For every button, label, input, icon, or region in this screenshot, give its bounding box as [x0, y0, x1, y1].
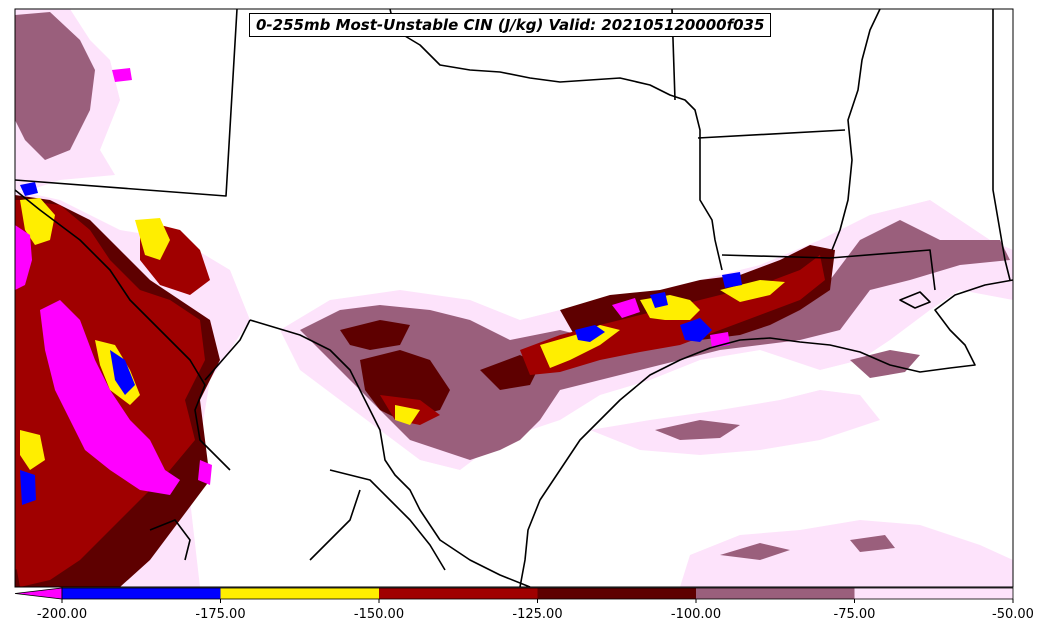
colorbar-tick-label-3: -125.00	[512, 607, 563, 622]
colorbar-under-triangle	[14, 587, 63, 600]
map-title: 0-255mb Most-Unstable CIN (J/kg) Valid: …	[249, 13, 772, 37]
colorbar-bin-3	[537, 588, 696, 599]
colorbar-bin-0	[62, 588, 221, 599]
colorbar-bin-2	[379, 588, 538, 599]
colorbar-tick-label-5: -75.00	[833, 607, 876, 622]
colorbar-bin-1	[220, 588, 379, 599]
cin-fill-magenta	[15, 68, 730, 495]
colorbar-tick-label-1: -175.00	[195, 607, 246, 622]
map-frame	[14, 8, 1014, 588]
colorbar-tick-label-4: -100.00	[670, 607, 722, 622]
colorbar-tick-label-6: -50.00	[992, 607, 1034, 622]
colorbar-tick-label-2: -150.00	[353, 607, 405, 622]
colorbar-bin-5	[854, 588, 1013, 599]
colorbar	[14, 587, 1014, 603]
political-borders	[14, 8, 1014, 588]
cin-fill-blue	[20, 182, 742, 505]
colorbar-tick-label-0: -200.00	[36, 607, 88, 622]
colorbar-bin-4	[696, 588, 855, 599]
